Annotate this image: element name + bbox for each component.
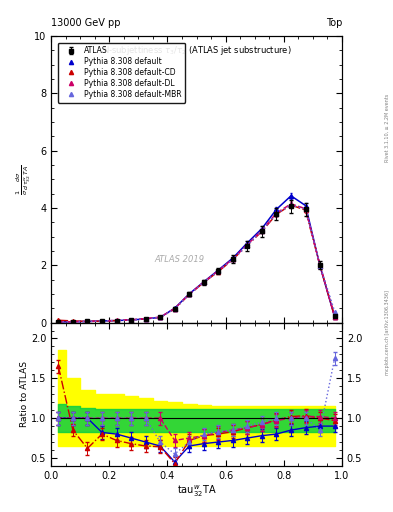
Pythia 8.308 default-CD [274,211,279,217]
Pythia 8.308 default-DL [173,306,177,312]
Pythia 8.308 default [173,305,177,311]
Pythia 8.308 default [274,206,279,212]
Pythia 8.308 default-MBR [245,242,250,248]
Text: ATLAS 2019: ATLAS 2019 [154,255,204,264]
Pythia 8.308 default-CD [173,306,177,312]
Pythia 8.308 default-MBR [303,206,308,212]
Pythia 8.308 default-DL [85,318,90,325]
Pythia 8.308 default-CD [332,313,337,319]
Line: Pythia 8.308 default-MBR: Pythia 8.308 default-MBR [56,203,337,324]
Pythia 8.308 default [303,203,308,209]
Pythia 8.308 default-MBR [56,319,61,325]
Pythia 8.308 default-DL [129,317,134,323]
Pythia 8.308 default-CD [71,318,75,324]
Pythia 8.308 default-MBR [158,314,163,321]
Pythia 8.308 default-DL [216,268,221,274]
Pythia 8.308 default-CD [318,263,323,269]
Pythia 8.308 default-MBR [332,309,337,315]
Text: Top: Top [325,18,342,28]
Pythia 8.308 default-CD [158,314,163,321]
Pythia 8.308 default [158,314,163,321]
Pythia 8.308 default-CD [85,318,90,325]
Pythia 8.308 default [202,279,206,285]
Pythia 8.308 default-CD [289,202,294,208]
Pythia 8.308 default-MBR [231,257,235,263]
Pythia 8.308 default-MBR [114,317,119,324]
Pythia 8.308 default [245,240,250,246]
X-axis label: tau$_{32}^{w}$TA: tau$_{32}^{w}$TA [177,483,216,499]
Pythia 8.308 default-MBR [173,306,177,312]
Pythia 8.308 default-MBR [289,202,294,208]
Pythia 8.308 default-DL [332,313,337,319]
Pythia 8.308 default-CD [303,207,308,213]
Pythia 8.308 default [56,319,61,325]
Pythia 8.308 default-CD [245,242,250,248]
Pythia 8.308 default [260,225,264,231]
Pythia 8.308 default-MBR [260,228,264,234]
Pythia 8.308 default-CD [231,257,235,263]
Pythia 8.308 default-MBR [274,210,279,217]
Pythia 8.308 default-DL [303,206,308,212]
Pythia 8.308 default-DL [56,319,61,325]
Pythia 8.308 default-DL [289,201,294,207]
Pythia 8.308 default-DL [231,256,235,262]
Pythia 8.308 default-DL [318,263,323,269]
Y-axis label: $\frac{1}{\sigma}\frac{d\sigma}{d\,\tau_{32}^{w}\,TA}$: $\frac{1}{\sigma}\frac{d\sigma}{d\,\tau_… [14,164,33,195]
Pythia 8.308 default [85,318,90,325]
Pythia 8.308 default-MBR [100,318,105,324]
Pythia 8.308 default-DL [71,318,75,325]
Text: Rivet 3.1.10, ≥ 2.2M events: Rivet 3.1.10, ≥ 2.2M events [385,94,390,162]
Text: N-subjettiness $\tau_3/\tau_2$ (ATLAS jet substructure): N-subjettiness $\tau_3/\tau_2$ (ATLAS je… [102,45,291,57]
Pythia 8.308 default-CD [187,291,192,297]
Pythia 8.308 default [231,255,235,261]
Pythia 8.308 default-MBR [143,316,148,322]
Pythia 8.308 default-MBR [202,280,206,286]
Pythia 8.308 default-CD [202,280,206,286]
Pythia 8.308 default [187,291,192,297]
Pythia 8.308 default-DL [245,242,250,248]
Pythia 8.308 default-DL [260,227,264,233]
Pythia 8.308 default [114,317,119,324]
Pythia 8.308 default-DL [100,318,105,324]
Pythia 8.308 default [289,193,294,199]
Pythia 8.308 default [71,318,75,325]
Line: Pythia 8.308 default-CD: Pythia 8.308 default-CD [56,203,337,324]
Pythia 8.308 default-DL [274,210,279,216]
Pythia 8.308 default-DL [114,317,119,324]
Pythia 8.308 default-MBR [129,317,134,323]
Pythia 8.308 default-CD [114,317,119,324]
Pythia 8.308 default-MBR [187,291,192,297]
Line: Pythia 8.308 default-DL: Pythia 8.308 default-DL [56,202,337,324]
Pythia 8.308 default-MBR [85,318,90,325]
Pythia 8.308 default-CD [129,317,134,323]
Pythia 8.308 default [332,314,337,320]
Pythia 8.308 default-CD [143,316,148,322]
Line: Pythia 8.308 default: Pythia 8.308 default [56,194,337,324]
Pythia 8.308 default-CD [100,318,105,324]
Y-axis label: Ratio to ATLAS: Ratio to ATLAS [20,361,29,427]
Text: mcplots.cern.ch [arXiv:1306.3436]: mcplots.cern.ch [arXiv:1306.3436] [385,290,390,375]
Pythia 8.308 default-MBR [318,263,323,269]
Pythia 8.308 default [318,263,323,269]
Legend: ATLAS, Pythia 8.308 default, Pythia 8.308 default-CD, Pythia 8.308 default-DL, P: ATLAS, Pythia 8.308 default, Pythia 8.30… [58,42,185,103]
Pythia 8.308 default-DL [158,314,163,320]
Pythia 8.308 default [216,267,221,273]
Pythia 8.308 default-CD [260,228,264,234]
Pythia 8.308 default-CD [216,268,221,274]
Pythia 8.308 default-MBR [71,318,75,325]
Pythia 8.308 default [143,316,148,322]
Pythia 8.308 default-CD [56,317,61,324]
Text: 13000 GeV pp: 13000 GeV pp [51,18,121,28]
Pythia 8.308 default-DL [202,279,206,285]
Pythia 8.308 default-DL [143,315,148,322]
Pythia 8.308 default [129,317,134,323]
Pythia 8.308 default-MBR [216,268,221,274]
Pythia 8.308 default-DL [187,291,192,297]
Pythia 8.308 default [100,318,105,324]
